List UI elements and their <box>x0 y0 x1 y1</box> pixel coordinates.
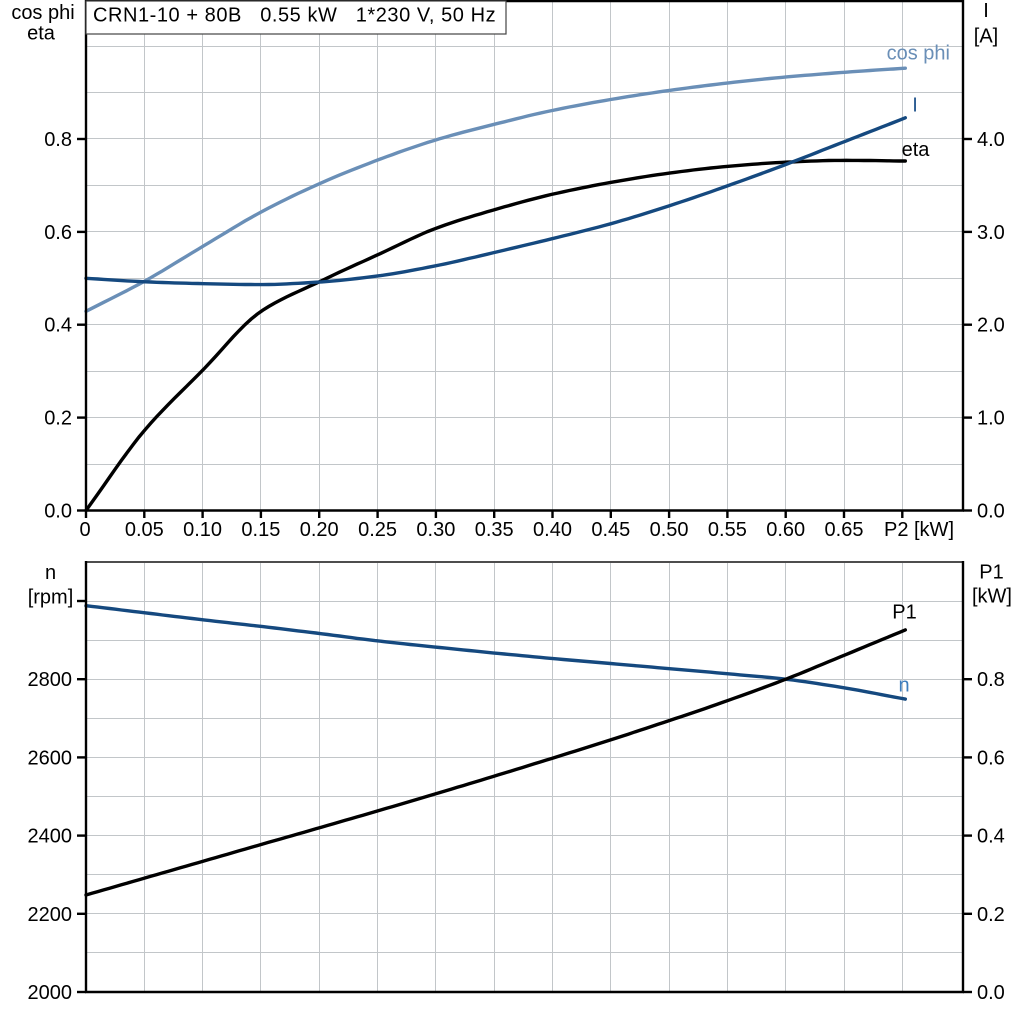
svg-text:0: 0 <box>79 519 90 541</box>
svg-text:0.0: 0.0 <box>977 501 1005 523</box>
svg-text:0.40: 0.40 <box>533 519 572 541</box>
svg-text:0.10: 0.10 <box>183 519 222 541</box>
svg-text:2800: 2800 <box>28 669 73 691</box>
svg-text:eta: eta <box>902 139 931 161</box>
svg-text:0.0: 0.0 <box>977 982 1005 1004</box>
svg-text:0.6: 0.6 <box>977 747 1005 769</box>
svg-text:0.05: 0.05 <box>125 519 164 541</box>
svg-text:2000: 2000 <box>28 982 73 1004</box>
svg-text:1.0: 1.0 <box>977 408 1005 430</box>
svg-text:[rpm]: [rpm] <box>28 587 74 609</box>
svg-text:0.45: 0.45 <box>591 519 630 541</box>
svg-text:I: I <box>912 95 918 117</box>
svg-text:0.6: 0.6 <box>44 222 72 244</box>
svg-text:2400: 2400 <box>28 826 73 848</box>
svg-text:n: n <box>898 675 909 697</box>
svg-text:0.55: 0.55 <box>708 519 747 541</box>
svg-text:P1: P1 <box>979 562 1003 584</box>
svg-text:0.25: 0.25 <box>358 519 397 541</box>
svg-text:0.0: 0.0 <box>44 501 72 523</box>
svg-text:3.0: 3.0 <box>977 222 1005 244</box>
svg-text:0.8: 0.8 <box>977 669 1005 691</box>
svg-text:0.30: 0.30 <box>416 519 455 541</box>
svg-text:4.0: 4.0 <box>977 129 1005 151</box>
svg-text:0.50: 0.50 <box>650 519 689 541</box>
svg-text:eta: eta <box>27 23 56 45</box>
svg-text:[A]: [A] <box>974 26 998 48</box>
svg-text:cos phi: cos phi <box>11 2 74 24</box>
svg-text:CRN1-10 + 80B 0.55 kW 1*23: CRN1-10 + 80B 0.55 kW 1*230 V, 50 Hz <box>93 5 496 27</box>
svg-text:0.65: 0.65 <box>825 519 864 541</box>
svg-text:I: I <box>983 0 989 22</box>
svg-text:0.35: 0.35 <box>475 519 514 541</box>
svg-text:[kW]: [kW] <box>972 586 1012 608</box>
svg-text:0.4: 0.4 <box>44 315 72 337</box>
svg-text:0.2: 0.2 <box>44 408 72 430</box>
svg-text:0.8: 0.8 <box>44 129 72 151</box>
svg-text:P2 [kW]: P2 [kW] <box>884 519 954 541</box>
svg-text:0.4: 0.4 <box>977 826 1005 848</box>
svg-text:0.60: 0.60 <box>766 519 805 541</box>
svg-text:P1: P1 <box>892 602 916 624</box>
svg-text:2200: 2200 <box>28 904 73 926</box>
svg-text:0.20: 0.20 <box>300 519 339 541</box>
svg-text:0.2: 0.2 <box>977 904 1005 926</box>
svg-text:n: n <box>45 562 56 584</box>
svg-text:0.15: 0.15 <box>241 519 280 541</box>
svg-text:2600: 2600 <box>28 747 73 769</box>
svg-text:cos phi: cos phi <box>887 43 950 65</box>
svg-text:2.0: 2.0 <box>977 315 1005 337</box>
